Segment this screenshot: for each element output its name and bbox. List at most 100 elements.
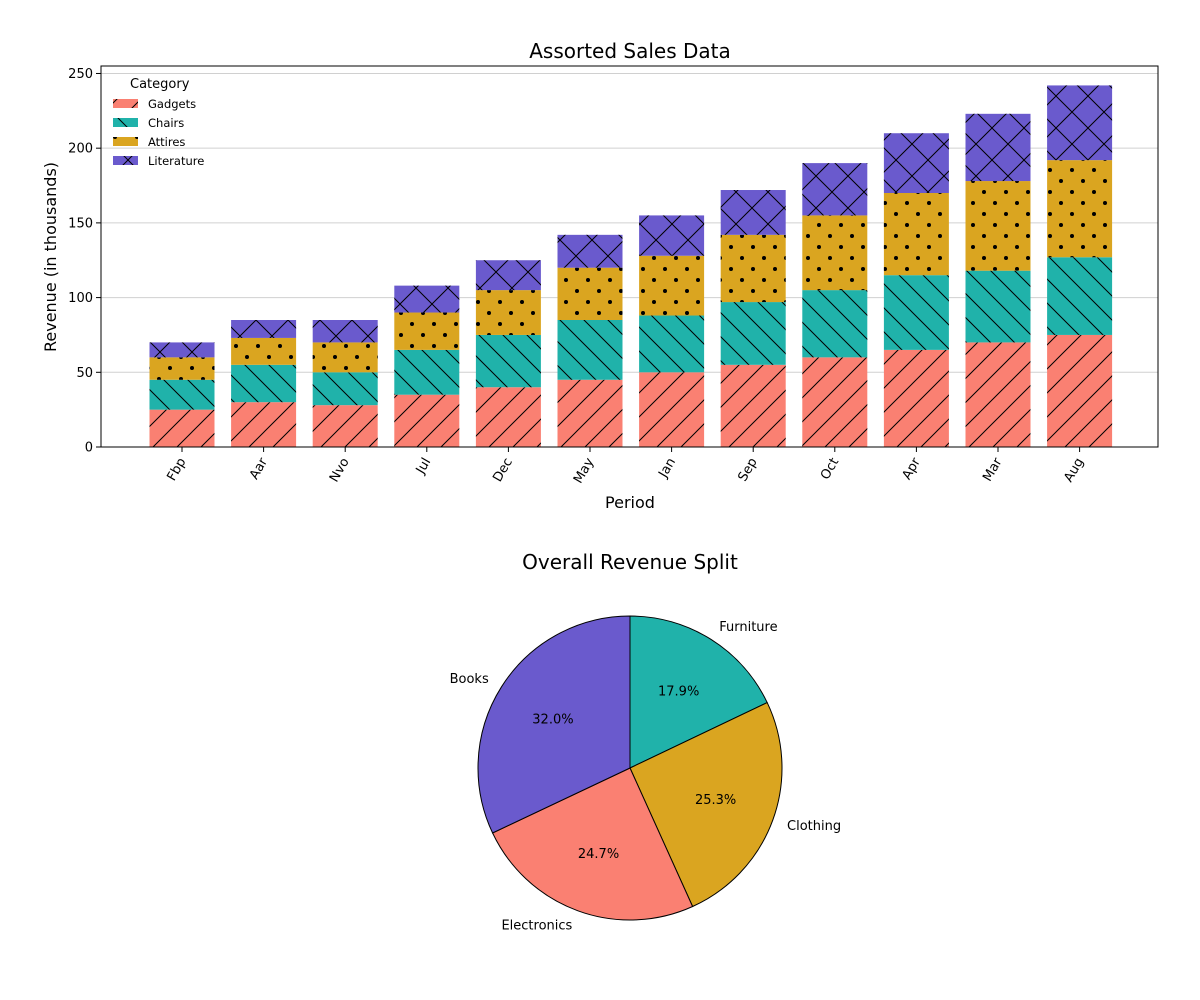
x-tick-label: Jul — [413, 456, 434, 478]
bar-segment-chairs — [557, 320, 623, 380]
bar-segment-chairs — [312, 372, 378, 406]
bar-plot-frame — [100, 65, 1159, 448]
bar-segment-chairs — [639, 315, 705, 373]
bar-chart-title: Assorted Sales Data — [529, 39, 731, 63]
bar-segment-attires — [394, 312, 460, 350]
bar-segment-literature — [720, 190, 786, 235]
bar-segment-chairs — [883, 275, 949, 350]
y-tick-label: 200 — [68, 142, 93, 157]
x-tick-label: Dec — [490, 456, 516, 485]
x-tick-label: Fbp — [164, 456, 189, 484]
bar-segment-gadgets — [883, 349, 949, 447]
bar-segment-literature — [883, 133, 949, 193]
bar-segment-gadgets — [639, 372, 705, 447]
pie-slice-clothing: 25.3% Clothing — [629, 701, 841, 908]
y-tick-label: 100 — [68, 291, 93, 306]
legend-label: Gadgets — [148, 97, 196, 111]
pie-percent-label: 17.9% — [658, 684, 699, 699]
pie-slice-label: Books — [450, 672, 489, 687]
bar-segment-gadgets — [1047, 334, 1113, 447]
bar-segment-attires — [639, 255, 705, 316]
bar-segment-attires — [231, 337, 297, 365]
bar-segment-chairs — [1047, 257, 1113, 335]
bar-segment-attires — [475, 290, 541, 335]
bar-segment-gadgets — [149, 409, 215, 447]
bar-segment-gadgets — [720, 364, 786, 447]
bar-segment-literature — [965, 113, 1031, 182]
bar-segment-attires — [1047, 160, 1113, 258]
pie-percent-label: 24.7% — [578, 847, 619, 862]
x-tick-label: Nvo — [327, 455, 353, 485]
bar-x-axis-label: Period — [605, 493, 655, 512]
bar-segment-attires — [965, 181, 1031, 271]
x-axis-ticks: Fbp Aar Nvo Jul Dec May Jan Sep Oct Apr Mar Aug — [164, 447, 1087, 486]
bar-segment-literature — [149, 342, 215, 358]
pie-slice-label: Clothing — [787, 819, 841, 834]
x-tick-label: Aar — [247, 455, 271, 482]
bar-segment-literature — [231, 320, 297, 338]
bar-segment-chairs — [231, 364, 297, 403]
bar-segment-gadgets — [475, 387, 541, 447]
legend-entry-attires: Attires — [113, 135, 185, 149]
bar-segment-literature — [557, 234, 623, 268]
pie-percent-label: 25.3% — [695, 793, 736, 808]
legend: Category Gadgets Chairs Attires Literature — [113, 77, 204, 168]
x-tick-label: Sep — [735, 456, 760, 485]
legend-label: Attires — [148, 135, 185, 149]
legend-label: Chairs — [148, 116, 184, 130]
bar-segment-literature — [1047, 85, 1113, 161]
y-tick-label: 250 — [68, 67, 93, 82]
bar-y-axis-label: Revenue (in thousands) — [41, 162, 60, 352]
bar-segment-literature — [394, 285, 460, 313]
bar-segment-gadgets — [965, 342, 1031, 447]
bar-segment-attires — [149, 357, 215, 380]
bar-segment-chairs — [720, 302, 786, 365]
legend-entry-literature: Literature — [113, 154, 204, 168]
bar-segment-gadgets — [231, 402, 297, 447]
pie-slice-label: Electronics — [501, 918, 572, 933]
x-tick-label: Jan — [656, 456, 680, 482]
bar-segment-chairs — [149, 379, 215, 410]
bar-segment-chairs — [394, 349, 460, 395]
legend-label: Literature — [148, 154, 204, 168]
bar-segment-attires — [883, 193, 949, 276]
bar-segment-chairs — [475, 334, 541, 388]
pie-slice-electronics: 24.7% Electronics — [491, 767, 694, 933]
bar-segment-literature — [802, 163, 868, 216]
bar-segment-attires — [557, 267, 623, 320]
pie-slices: 17.9% Furniture 25.3% Clothing 24.7% Electron… — [450, 615, 841, 933]
x-tick-label: Oct — [818, 456, 842, 483]
legend-entry-gadgets: Gadgets — [113, 97, 196, 111]
y-tick-label: 50 — [76, 366, 93, 381]
x-tick-label: May — [571, 455, 598, 486]
bar-segment-literature — [475, 260, 541, 291]
pie-percent-label: 32.0% — [532, 713, 573, 728]
bar-segment-gadgets — [394, 394, 460, 447]
pie-slice-books: 32.0% Books — [450, 615, 631, 834]
legend-entry-chairs: Chairs — [113, 116, 184, 130]
bar-segment-attires — [720, 234, 786, 303]
y-tick-label: 0 — [85, 441, 93, 456]
bar-segment-gadgets — [557, 379, 623, 447]
x-tick-label: Apr — [900, 455, 925, 483]
bar-segment-attires — [802, 215, 868, 291]
pie-slice-furniture: 17.9% Furniture — [629, 615, 778, 769]
bar-segment-gadgets — [802, 357, 868, 447]
bar-segment-gadgets — [312, 405, 378, 447]
x-tick-label: Aug — [1061, 456, 1087, 485]
y-axis-ticks: 0 50 100 150 200 250 — [68, 67, 101, 456]
x-tick-label: Mar — [980, 455, 1006, 484]
pie-chart: Overall Revenue Split 17.9% Furniture 25.3… — [450, 550, 842, 933]
bar-segment-chairs — [965, 270, 1031, 343]
y-tick-label: 150 — [68, 216, 93, 231]
bar-segment-literature — [639, 215, 705, 256]
legend-title: Category — [130, 77, 190, 92]
bar-segment-literature — [312, 320, 378, 343]
pie-chart-title: Overall Revenue Split — [522, 550, 738, 574]
pie-slice-label: Furniture — [719, 620, 777, 635]
bar-segment-attires — [312, 342, 378, 373]
bar-stacks — [149, 85, 1113, 447]
bar-chart: Assorted Sales Data 0 50 100 150 200 250 Fbp A… — [41, 39, 1159, 512]
bar-segment-chairs — [802, 290, 868, 358]
